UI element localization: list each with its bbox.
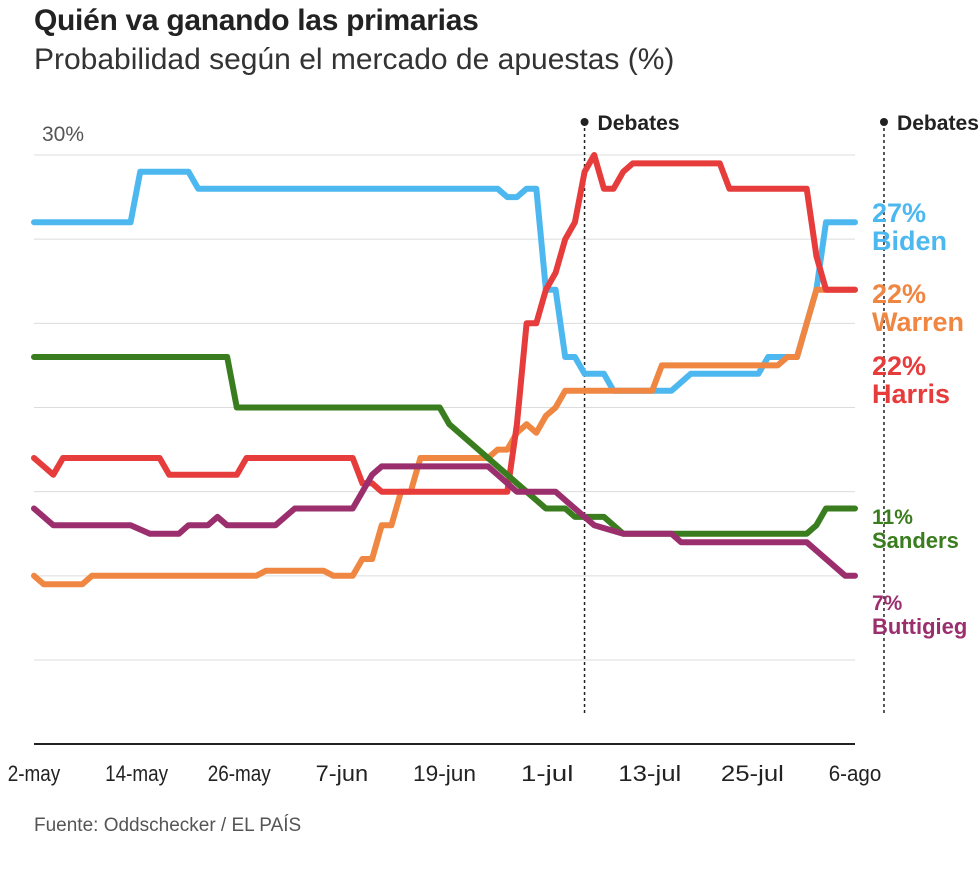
- x-tick-label: 26-may: [208, 761, 271, 786]
- debate-label: Debates: [897, 112, 979, 135]
- series-line-buttigieg: [31, 463, 858, 579]
- series-value-warren: 22%: [872, 279, 926, 309]
- source-note: Fuente: Oddschecker / EL PAÍS: [34, 815, 302, 836]
- y-tick-label: 30%: [42, 123, 84, 146]
- debate-label: Debates: [598, 112, 680, 135]
- series-line-sanders: [31, 354, 858, 537]
- x-tick-label: 1-jul: [521, 761, 574, 786]
- chart-title: Quién va ganando las primarias: [34, 4, 479, 37]
- grid-lines: 30%: [34, 123, 855, 661]
- series-value-biden: 27%: [872, 198, 926, 228]
- x-tick-label: 7-jun: [316, 761, 369, 786]
- series-name-warren: Warren: [872, 307, 964, 337]
- x-tick-label: 2-may: [8, 761, 61, 786]
- series-value-harris: 22%: [872, 351, 926, 381]
- debate-dot: [879, 118, 888, 126]
- series-name-sanders: Sanders: [872, 528, 959, 553]
- x-axis: 2-may 14-may 26-may 7-jun 19-jun 1-jul 13-jul 2…: [8, 743, 882, 786]
- series-name-biden: Biden: [872, 226, 947, 256]
- series-line-harris: [31, 152, 858, 495]
- x-tick-label: 25-jul: [721, 761, 784, 786]
- series-lines: [31, 152, 858, 588]
- x-tick-label: 19-jun: [413, 761, 476, 786]
- chart-subtitle: Probabilidad según el mercado de apuesta…: [34, 43, 675, 76]
- debate-dot: [580, 118, 589, 126]
- debate-markers: Debates Debates: [580, 112, 979, 716]
- x-tick-label: 6-ago: [829, 761, 882, 786]
- x-tick-label: 14-may: [105, 761, 168, 786]
- series-end-labels: 27%Biden22%Warren22%Harris11%Sanders7%Bu…: [872, 198, 967, 639]
- x-tick-label: 13-jul: [618, 761, 681, 786]
- series-name-buttigieg: Buttigieg: [872, 614, 967, 639]
- series-name-harris: Harris: [872, 379, 950, 409]
- series-value-sanders: 11%: [872, 506, 913, 529]
- series-value-buttigieg: 7%: [872, 592, 903, 615]
